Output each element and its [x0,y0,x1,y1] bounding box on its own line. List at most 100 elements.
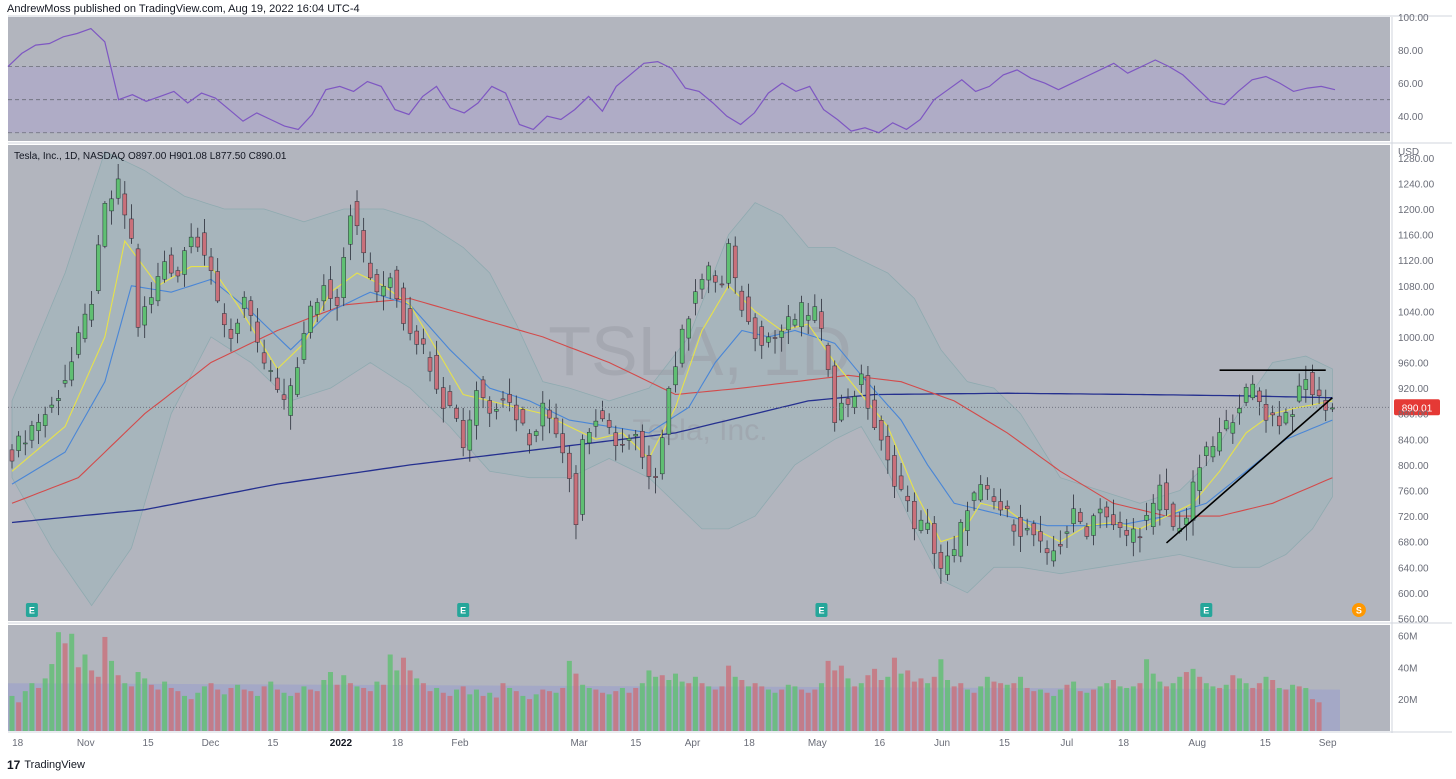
earnings-badge[interactable] [25,603,38,617]
candle-body [1124,530,1129,536]
last-price-tag[interactable] [1394,399,1440,416]
price-y-tick: 920.00 [1398,384,1429,395]
candle-body [852,396,857,408]
candle-body [162,261,167,280]
earnings-marker[interactable]: E [815,603,828,617]
earnings-marker[interactable]: E [1200,603,1213,617]
volume-bar [772,692,778,731]
earnings-letter: E [460,606,466,616]
volume-bar [507,687,513,731]
candle-body [1071,508,1076,524]
candle-body [188,236,194,248]
volume-bar [75,667,81,731]
candle-body [586,431,592,444]
rsi-pane[interactable] [8,17,1390,141]
candle-body [965,510,970,531]
volume-bar [759,686,765,731]
volume-bar [261,686,267,731]
candle-body [175,270,181,277]
tradingview-logo-icon: 17 [7,758,21,772]
candle-body [109,198,114,212]
volume-bar [1031,691,1037,731]
volume-bar [354,686,360,731]
legend-part: L [210,151,216,162]
candle-body [401,287,406,324]
volume-bar [580,684,586,731]
candle-body [1084,526,1090,537]
earnings-badge[interactable] [457,603,470,617]
volume-bar [427,691,433,731]
candle-body [938,552,944,569]
volume-bar [281,692,287,731]
candle-body [454,407,459,419]
volume-bar [865,675,871,731]
volume-bar [89,670,95,731]
volume-bar [891,657,897,731]
earnings-letter: E [818,606,824,616]
volume-bar [659,675,665,731]
dividend-marker[interactable]: S [1351,603,1366,617]
candle-body [805,315,811,321]
candle-body [228,329,234,339]
time-tick: Mar [570,738,588,749]
rsi-line [7,27,1336,134]
earnings-marker[interactable]: E [457,603,470,617]
volume-bar [812,689,818,731]
volume-bar [1091,689,1097,731]
candle-body [573,473,579,525]
volume-bar [1124,687,1130,731]
volume-bar [467,694,473,731]
candle-body [1316,389,1322,396]
legend-part: C [249,151,256,162]
time-tick: 2022 [330,738,353,749]
earnings-marker[interactable]: E [25,603,38,617]
candle-body [374,274,380,293]
watermark-name: Tesla, Inc. [632,414,767,447]
volume-bar [792,686,798,731]
candle-body [1164,482,1169,510]
volume-bar [739,680,745,731]
volume-bar [347,683,353,731]
volume-bar [1309,699,1315,731]
volume-bar [394,670,400,731]
candle-body [1044,548,1050,554]
candle-body [1091,515,1096,536]
time-axis[interactable] [8,733,1390,750]
candle-body [414,330,419,345]
sma-200-line [11,392,1333,524]
volume-bar [115,675,121,731]
rsi-y-tick: 80.00 [1398,46,1423,57]
volume-bar [1077,691,1083,731]
watermark-symbol: TSLA, 1D [548,312,851,390]
volume-bar [215,689,221,731]
candle-body [16,435,21,451]
volume-bar [400,657,406,731]
candle-body [918,519,924,531]
footer-brand[interactable]: 17 TradingView [7,758,85,772]
earnings-badge[interactable] [1200,603,1213,617]
candle-body [859,373,864,385]
candles-group [9,164,1335,584]
time-tick: 18 [744,738,756,749]
price-y-tick: 1120.00 [1398,256,1434,267]
price-y-tick: 1040.00 [1398,307,1435,318]
price-y-tick: 880.00 [1398,410,1429,421]
candle-body [766,336,771,343]
volume-bar [633,687,639,731]
volume-bar [82,654,88,731]
volume-bar [805,692,811,731]
time-tick: 18 [1118,738,1130,749]
last-price-label: 890.01 [1402,403,1433,414]
volume-bar [964,689,970,731]
dividend-badge[interactable] [1351,603,1366,617]
volume-bar [1071,681,1077,731]
candle-body [567,452,572,479]
candle-body [958,522,964,557]
volume-bar [341,675,347,731]
candle-body [540,402,546,427]
earnings-badge[interactable] [815,603,828,617]
volume-bar [679,681,685,731]
volume-bar [931,676,937,731]
volume-bar [745,686,751,731]
